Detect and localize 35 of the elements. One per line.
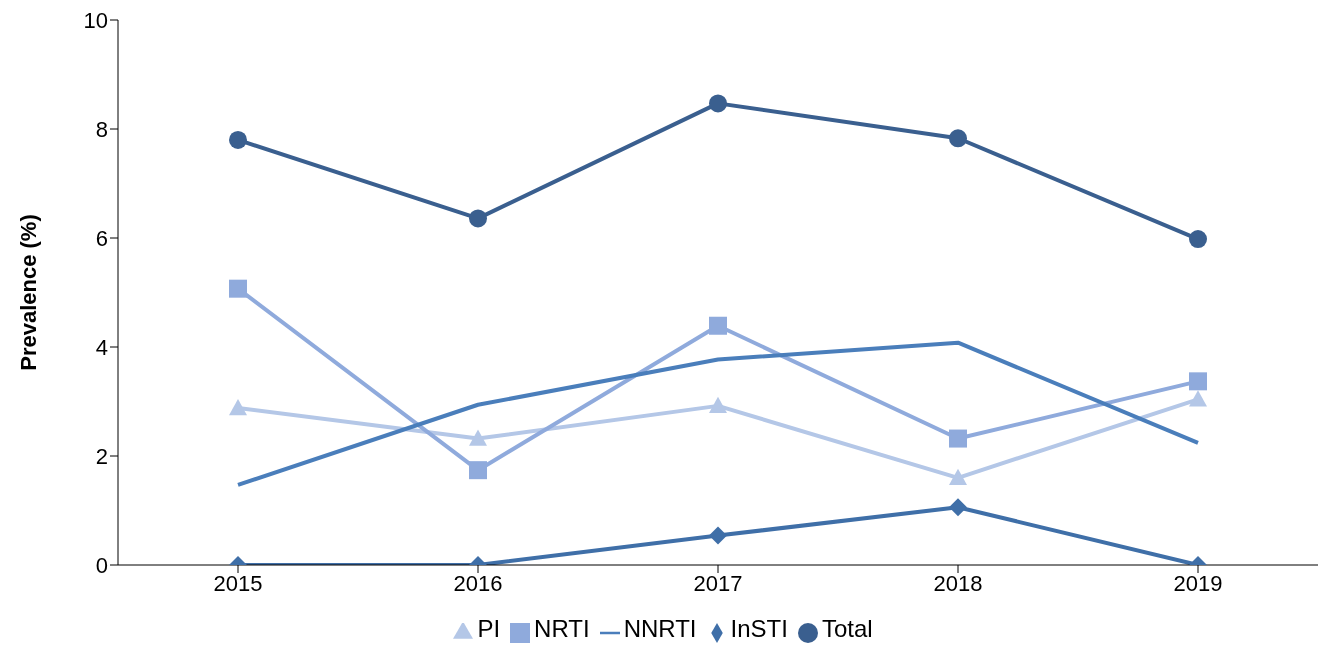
line-series [236,340,1200,487]
point [1189,390,1207,407]
point [469,461,487,480]
legend-label: NNRTI [623,615,697,642]
point [709,396,727,414]
point [1189,372,1207,391]
point [949,429,967,448]
point [229,279,247,298]
y-tick-label: 10 [83,7,108,33]
y-axis-title: Prevalence (%) [15,214,41,371]
x-tick-label: 2018 [933,570,983,596]
point [709,94,727,113]
legend-label: InSTI [730,615,788,642]
point [229,130,247,149]
point [709,526,727,545]
x-tick-label: 2019 [1173,570,1223,596]
point [229,399,247,416]
x-tick-label: 2017 [693,570,743,596]
x-tick-label: 2015 [213,570,263,596]
y-tick-label: 0 [95,552,108,578]
point [469,209,487,228]
point [949,129,967,148]
y-tick-label: 8 [95,116,108,142]
point [949,498,967,517]
point [1189,230,1207,249]
point [709,316,727,335]
y-tick-label: 4 [95,334,108,360]
point [949,468,967,485]
legend-label: Total [821,615,873,642]
legend-label: PI [477,615,501,642]
y-tick-label: 6 [95,225,108,251]
y-tick-label: 2 [95,443,108,469]
x-tick-label: 2016 [453,570,503,596]
point [469,429,487,446]
legend-label: NRTI [534,615,590,642]
